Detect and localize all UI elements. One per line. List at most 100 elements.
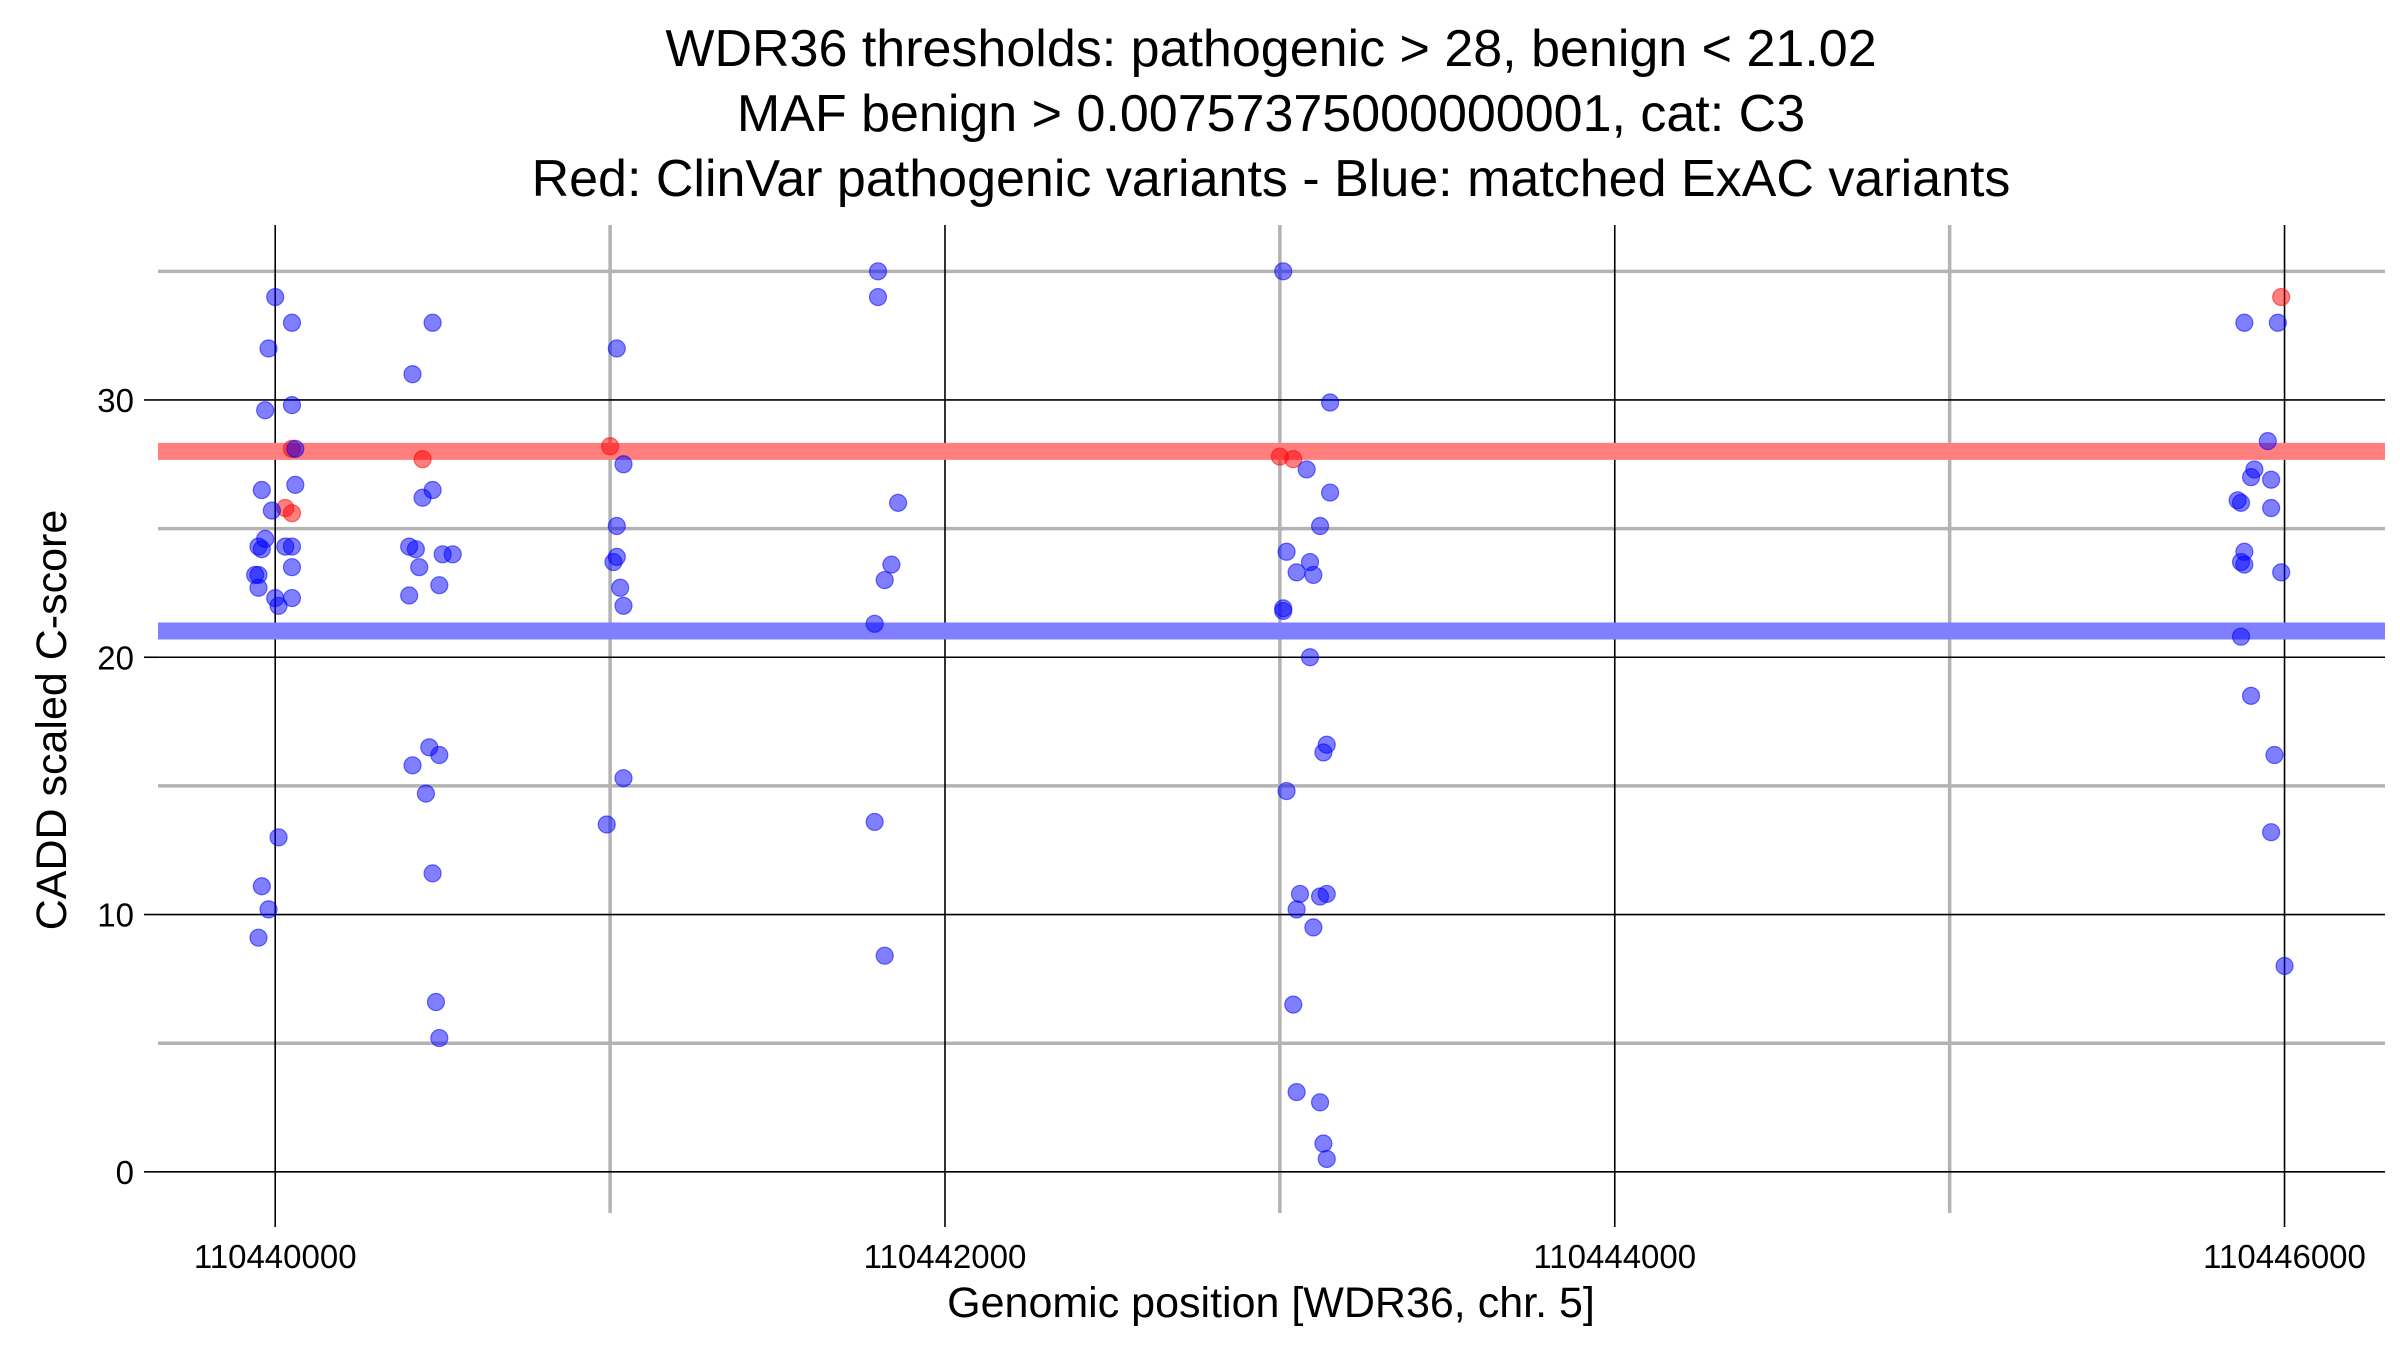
exac-variant-point (282, 313, 302, 332)
y-tick-label: 10 (97, 897, 134, 934)
exac-variant-point (259, 900, 278, 919)
exac-variant-point (403, 756, 422, 775)
exac-variant-point (256, 401, 275, 420)
exac-variant-point (882, 555, 901, 574)
exac-variant-point (1304, 918, 1323, 937)
exac-variant-point (423, 864, 442, 883)
exac-variant-point (2275, 956, 2294, 976)
exac-variant-point (423, 313, 442, 332)
threshold-lines (158, 442, 2385, 640)
exac-variant-point (1287, 563, 1306, 582)
exac-variant-point (865, 812, 884, 832)
grid-lines (158, 225, 2385, 1213)
x-tick-label: 110442000 (864, 1238, 1027, 1275)
exac-variant-point (865, 614, 884, 633)
y-tick-label: 0 (116, 1154, 134, 1191)
exac-variant-point (410, 558, 429, 577)
y-tick-label: 30 (97, 382, 134, 419)
exac-variant-point (262, 501, 281, 520)
chart-title-line-1: WDR36 thresholds: pathogenic > 28, benig… (665, 20, 1876, 78)
exac-variant-point (1321, 393, 1340, 412)
exac-variant-point (875, 570, 894, 590)
exac-variant-point (1284, 995, 1303, 1014)
exac-variant-point (2268, 313, 2287, 332)
exac-variant-point (430, 1028, 449, 1048)
x-tick-label: 110444000 (1533, 1238, 1696, 1275)
x-tick-label: 110446000 (2203, 1238, 2366, 1275)
exac-variant-point (249, 928, 268, 947)
exac-variant-point (249, 578, 268, 597)
exac-variant-point (286, 475, 305, 494)
exac-variant-point (282, 588, 302, 608)
exac-variant-point (2265, 745, 2284, 765)
exac-variant-point (2262, 498, 2281, 518)
exac-variant-point (1274, 601, 1293, 621)
exac-variant-point (269, 828, 288, 847)
exac-variant-point (875, 946, 894, 965)
exac-variant-point (611, 578, 630, 597)
exac-variant-point (252, 480, 271, 500)
exac-variant-point (889, 493, 908, 512)
exac-variant-point (604, 552, 623, 572)
clinvar-pathogenic-point (282, 504, 302, 523)
exac-variant-point (252, 540, 271, 559)
exac-variant-point (1287, 1082, 1306, 1102)
exac-variant-point (269, 596, 288, 615)
exac-variant-point (614, 596, 633, 615)
data-points (246, 262, 2294, 1169)
exac-variant-point (430, 745, 449, 765)
exac-variant-point (1297, 460, 1316, 479)
exac-variant-point (430, 576, 449, 595)
exac-variant-point (282, 558, 302, 577)
exac-variant-point (1314, 1134, 1333, 1153)
x-axis-title: Genomic position [WDR36, chr. 5] (947, 1279, 1595, 1327)
exac-variant-point (1317, 1149, 1336, 1169)
exac-variant-point (443, 545, 462, 564)
exac-variant-point (413, 488, 432, 507)
exac-variant-point (2241, 686, 2261, 705)
y-axis-title: CADD scaled C-score (28, 510, 76, 931)
exac-variant-point (1277, 542, 1296, 561)
exac-variant-point (2235, 313, 2254, 332)
exac-variant-point (1304, 565, 1323, 585)
clinvar-pathogenic-point (2272, 287, 2291, 307)
exac-variant-point (1277, 781, 1296, 801)
exac-variant-point (403, 365, 422, 384)
clinvar-pathogenic-point (1284, 450, 1303, 469)
exac-variant-point (400, 586, 419, 605)
clinvar-pathogenic-point (600, 437, 620, 456)
exac-variant-point (1300, 648, 1320, 667)
exac-variant-point (2231, 627, 2251, 646)
exac-variant-point (416, 784, 436, 803)
exac-variant-point (1290, 884, 1310, 904)
exac-variant-point (1314, 743, 1333, 762)
exac-variant-point (259, 339, 278, 358)
exac-variant-point (2262, 823, 2281, 842)
axes: 0 10 20 30 110440000 110442000 110444000 110446… (97, 382, 2366, 1275)
exac-variant-point (868, 287, 888, 307)
exac-variant-point (426, 992, 446, 1012)
exac-variant-point (2231, 493, 2251, 512)
exac-variant-point (252, 877, 271, 896)
exac-variant-point (1287, 900, 1306, 919)
exac-variant-point (868, 262, 888, 281)
exac-variant-point (614, 455, 633, 474)
exac-variant-point (2241, 468, 2261, 487)
exac-variant-point (2272, 563, 2291, 582)
chart-title-line-2: MAF benign > 0.00757375000000001, cat: C… (737, 85, 1805, 143)
exac-variant-point (1310, 1093, 1330, 1112)
exac-variant-point (2258, 432, 2277, 451)
exac-variant-point (266, 287, 285, 307)
exac-variant-point (614, 769, 633, 788)
x-tick-label: 110440000 (194, 1238, 357, 1275)
y-tick-label: 20 (97, 639, 134, 676)
exac-variant-point (597, 815, 616, 834)
exac-variant-point (1310, 516, 1330, 536)
exac-variant-point (282, 537, 302, 556)
exac-variant-point (607, 339, 626, 358)
exac-variant-point (282, 396, 302, 415)
exac-variant-point (1321, 483, 1340, 502)
exac-variant-point (406, 540, 425, 559)
chart-title-line-3: Red: ClinVar pathogenic variants - Blue:… (532, 150, 2011, 208)
